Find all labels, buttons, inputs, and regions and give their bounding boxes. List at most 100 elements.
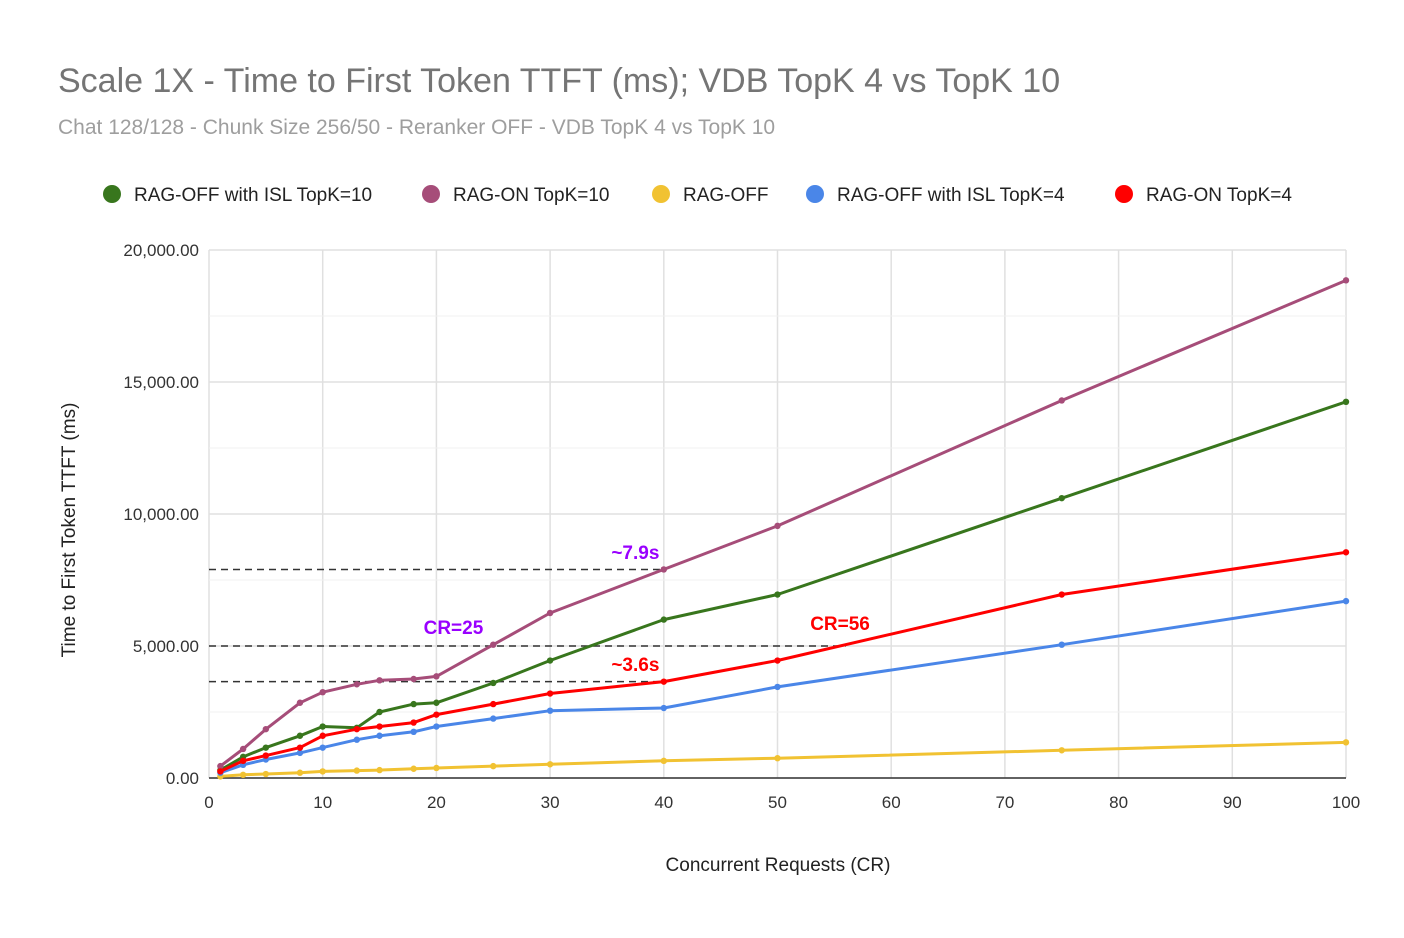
data-point [376, 723, 383, 730]
series-line [220, 740, 1347, 778]
data-point [319, 768, 326, 775]
data-point [774, 683, 781, 691]
data-point [410, 728, 417, 735]
legend-marker [422, 185, 440, 203]
x-tick-label: 70 [995, 793, 1014, 812]
annotation-label: ~7.9s [611, 543, 659, 564]
annotation-label: CR=56 [810, 614, 870, 635]
data-point [353, 681, 361, 688]
data-point [296, 744, 304, 751]
data-point [774, 522, 781, 530]
data-point [376, 708, 383, 716]
data-point [774, 755, 781, 762]
data-point [490, 679, 497, 687]
series-line [219, 400, 1347, 772]
x-tick-label: 30 [541, 793, 560, 812]
data-point [1058, 747, 1065, 754]
data-point [239, 757, 247, 765]
data-point [546, 657, 554, 664]
data-point [660, 757, 667, 765]
data-point [490, 700, 497, 708]
reference-lines [209, 568, 846, 683]
data-point [546, 690, 554, 697]
data-point [1058, 591, 1065, 598]
data-point [319, 732, 326, 739]
legend-marker [103, 185, 121, 203]
data-point [433, 699, 440, 706]
chart-title: Scale 1X - Time to First Token TTFT (ms)… [58, 62, 1061, 100]
legend-marker [1115, 185, 1133, 203]
data-point [490, 641, 497, 648]
data-point [262, 725, 270, 733]
x-tick-label: 80 [1109, 793, 1128, 812]
data-point [376, 677, 383, 684]
data-point [1058, 494, 1065, 502]
data-point [1058, 641, 1065, 648]
data-point [660, 704, 667, 712]
x-tick-label: 60 [882, 793, 901, 812]
series-rag-off-with-isl-topk-4 [217, 597, 1350, 776]
data-point [1342, 277, 1350, 284]
legend-label: RAG-OFF with ISL TopK=4 [837, 185, 1065, 206]
legend-label: RAG-OFF with ISL TopK=10 [134, 185, 372, 206]
data-point [546, 609, 554, 617]
data-point [490, 715, 497, 722]
data-point [239, 745, 247, 753]
data-point [1342, 597, 1350, 605]
data-point [546, 761, 554, 768]
data-point [1342, 739, 1350, 746]
series-line [219, 550, 1347, 773]
data-point [217, 762, 224, 770]
legend-item: RAG-ON TopK=10 [422, 185, 609, 206]
legend-item: RAG-OFF with ISL TopK=4 [806, 185, 1065, 206]
data-point [353, 736, 361, 743]
annotation-label: ~3.6s [611, 655, 659, 676]
series-group [217, 277, 1350, 780]
legend-item: RAG-OFF [652, 185, 769, 206]
x-axis-title: Concurrent Requests (CR) [666, 855, 891, 876]
legend-label: RAG-OFF [683, 185, 769, 206]
data-point [660, 616, 667, 623]
data-point [376, 732, 383, 739]
y-tick-label: 15,000.00 [123, 373, 199, 392]
x-tick-label: 0 [204, 793, 213, 812]
legend-item: RAG-OFF with ISL TopK=10 [103, 185, 372, 206]
legend: RAG-OFF with ISL TopK=10 RAG-ON TopK=10 RA… [103, 185, 1292, 206]
legend-marker [652, 185, 670, 203]
x-tick-label: 50 [768, 793, 787, 812]
series-rag-on-topk-4 [217, 549, 1350, 775]
data-point [1342, 398, 1350, 405]
legend-label: RAG-ON TopK=10 [453, 185, 609, 206]
data-point [660, 566, 667, 573]
data-point [296, 699, 304, 706]
data-point [410, 765, 417, 772]
data-point [433, 764, 440, 772]
data-point [1058, 397, 1065, 404]
data-point [319, 744, 326, 751]
data-point [217, 768, 224, 775]
x-tick-label: 40 [654, 793, 673, 812]
data-point [410, 675, 417, 683]
y-tick-label: 20,000.00 [123, 241, 199, 260]
x-tick-label: 100 [1332, 793, 1360, 812]
data-point [660, 678, 667, 685]
data-point [774, 657, 781, 664]
data-point [262, 770, 270, 778]
x-tick-label: 20 [427, 793, 446, 812]
data-point [1342, 549, 1350, 556]
y-tick-label: 0.00 [166, 769, 199, 788]
data-point [433, 723, 440, 730]
data-point [353, 725, 361, 733]
x-tick-label: 90 [1223, 793, 1242, 812]
y-tick-label: 10,000.00 [123, 505, 199, 524]
data-point [433, 673, 440, 680]
series-rag-on-topk-10 [217, 277, 1350, 770]
chart-subtitle: Chat 128/128 - Chunk Size 256/50 - Reran… [58, 116, 776, 139]
annotation-label: CR=25 [424, 618, 484, 639]
data-point [774, 591, 781, 598]
data-point [353, 767, 361, 774]
data-point [546, 707, 554, 714]
legend-item: RAG-ON TopK=4 [1115, 185, 1292, 206]
y-tick-label: 5,000.00 [133, 637, 199, 656]
data-point [433, 711, 440, 718]
